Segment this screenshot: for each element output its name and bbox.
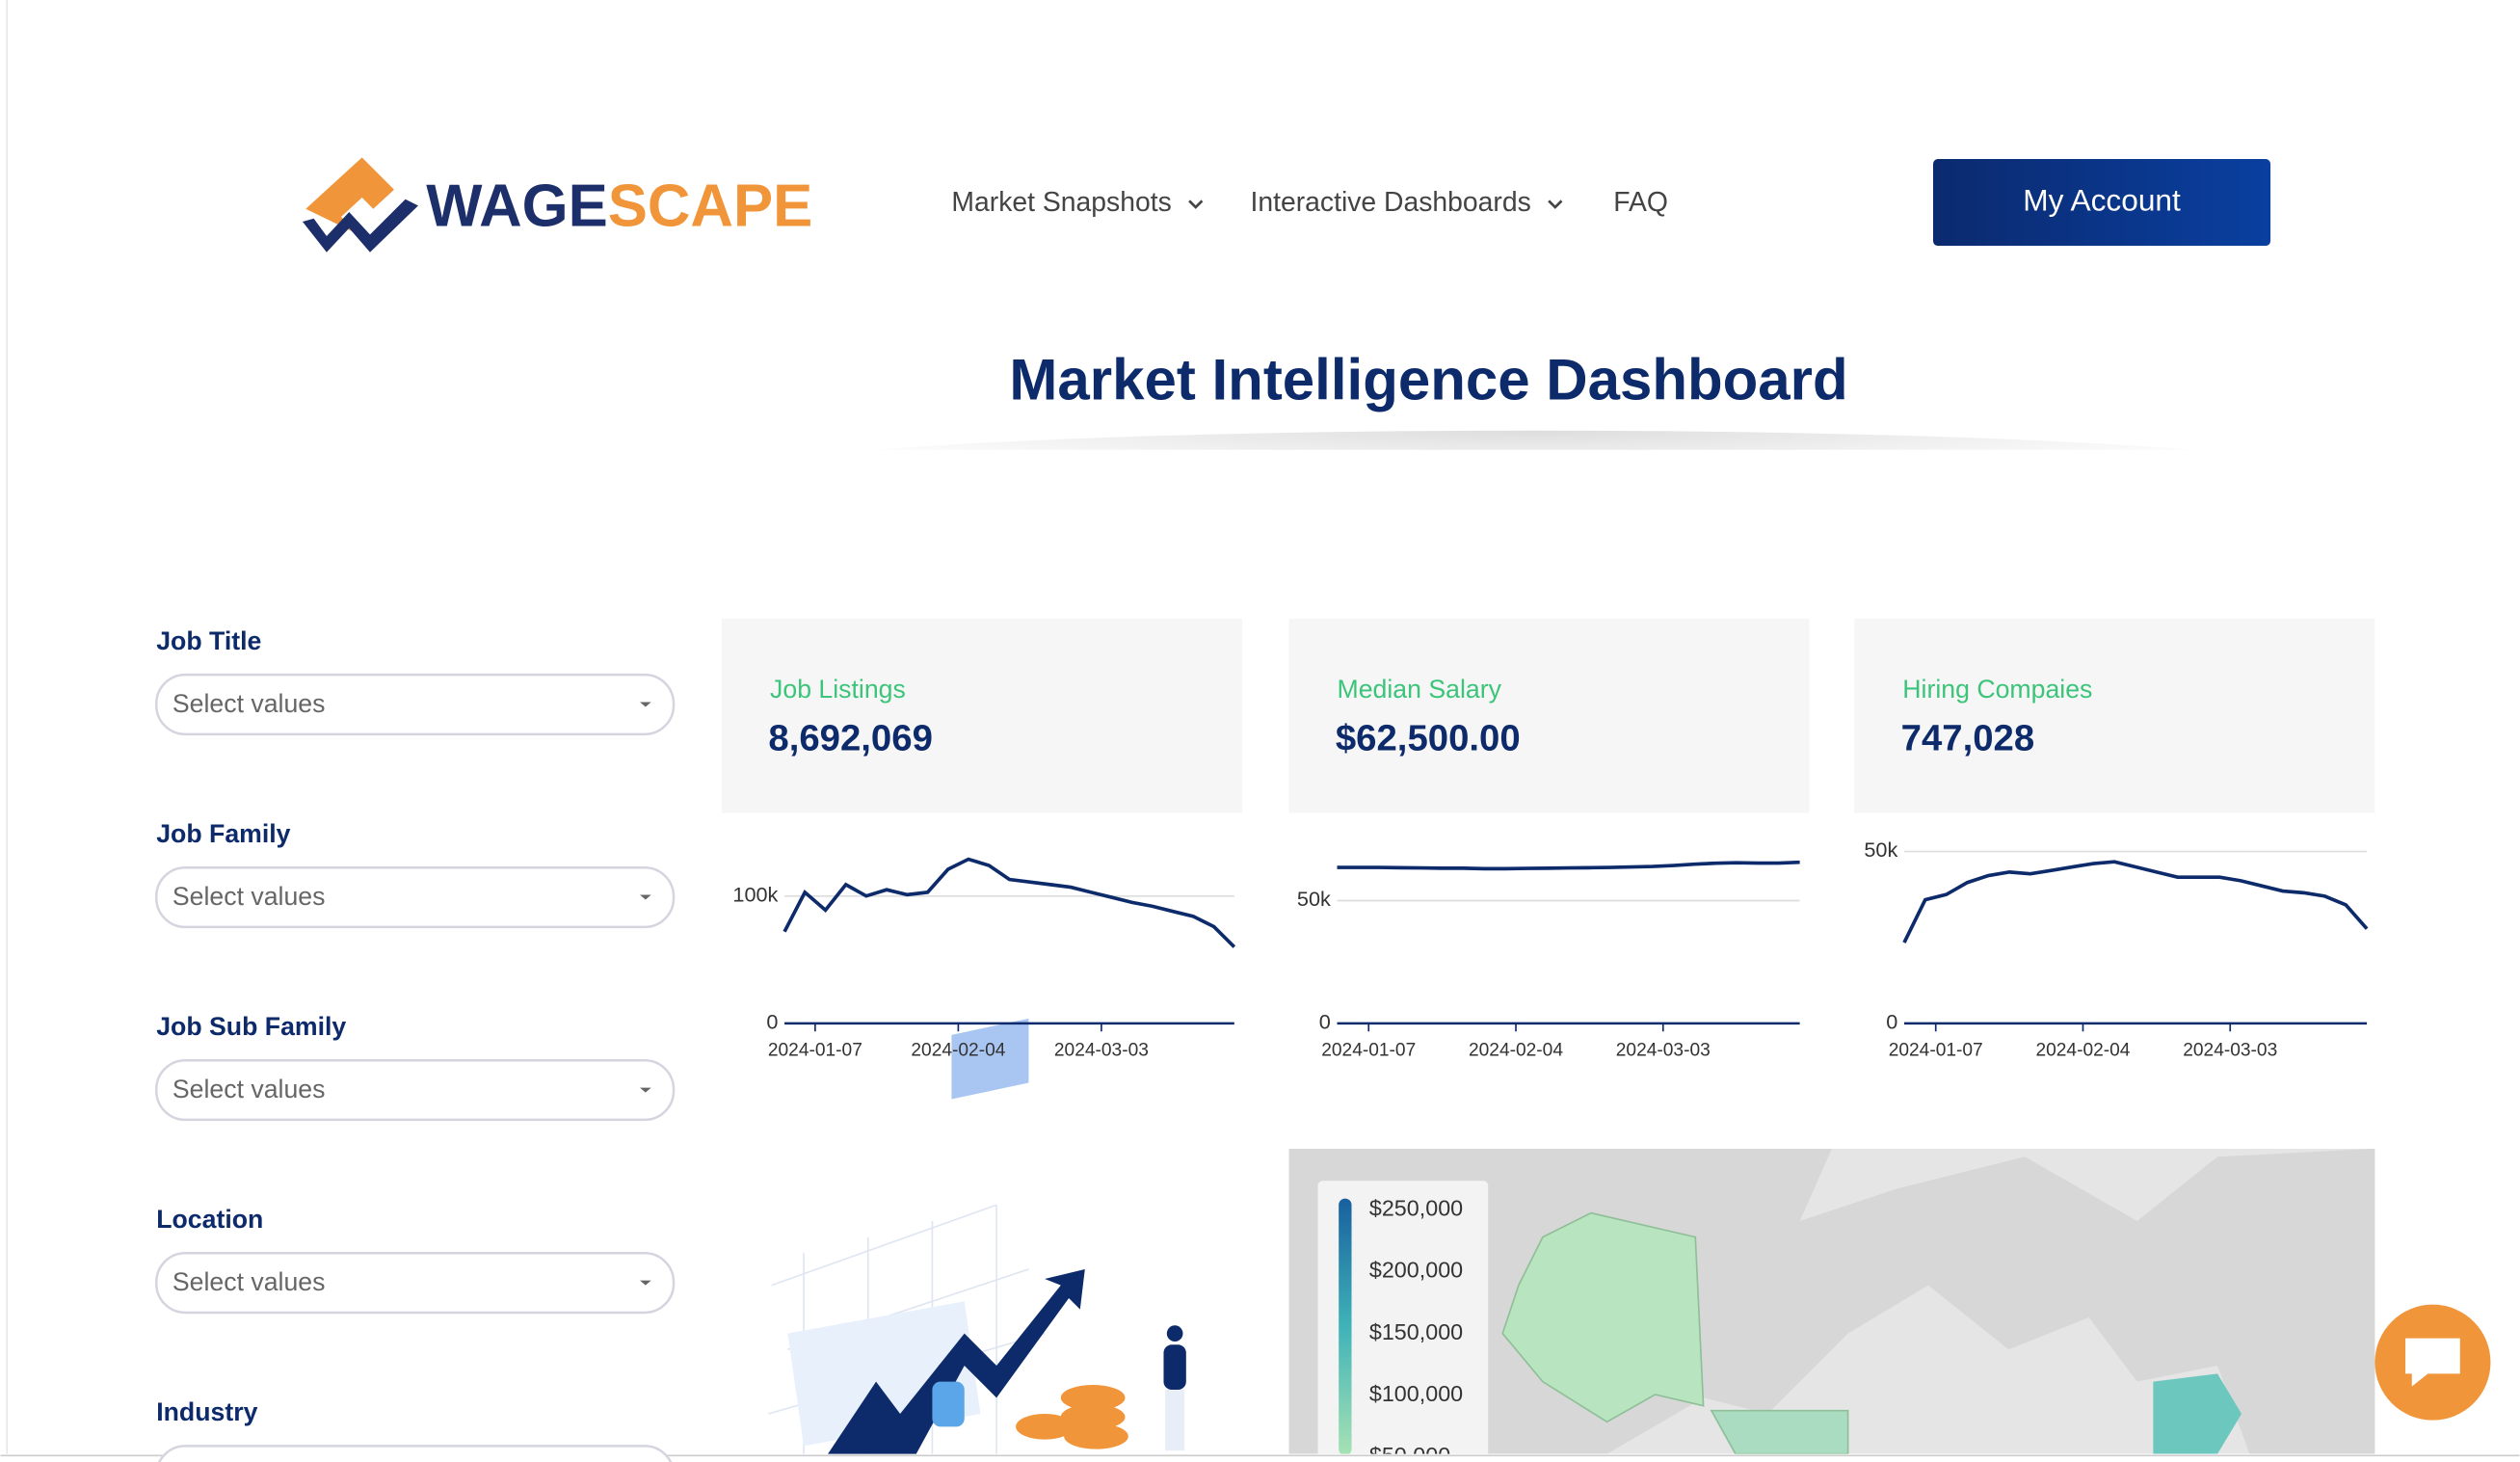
illustration: [768, 1018, 1186, 1454]
kpi-value: $62,500.00: [1336, 718, 1521, 759]
map-legend-colorbar: [1339, 1198, 1352, 1454]
line-series: [1337, 860, 1800, 871]
nav-item[interactable]: FAQ: [1613, 187, 1668, 218]
logo-mark: [302, 199, 418, 253]
nav-chevron[interactable]: [1188, 199, 1204, 209]
map-legend-label: $100,000: [1369, 1381, 1463, 1406]
y-tick-label: 50k: [1297, 887, 1331, 911]
filter-caret[interactable]: [640, 702, 651, 707]
kpi-value: 8,692,069: [768, 718, 933, 759]
line-series: [783, 857, 1236, 948]
map-legend-label: $200,000: [1369, 1258, 1463, 1283]
kpi-label: Job Listings: [770, 675, 906, 704]
kpi-label: Hiring Compaies: [1902, 675, 2092, 704]
y-tick-label: 0: [766, 1010, 778, 1034]
filter-label: Location: [156, 1205, 263, 1234]
illustration-coin: [1016, 1413, 1074, 1440]
map-region: [2153, 1373, 2242, 1454]
logo-mark: [305, 157, 394, 237]
filter-placeholder[interactable]: Select values: [172, 882, 326, 911]
illustration-coin: [1060, 1384, 1126, 1411]
filter-select[interactable]: [154, 1058, 676, 1122]
map: $250,000 $200,000 $150,000 $100,000 $50,000: [1288, 1148, 2375, 1462]
filter-label: Industry: [156, 1397, 257, 1426]
x-tick-label: 2024-02-04: [1469, 1040, 1563, 1060]
illustration-person: [1163, 1344, 1186, 1390]
kpi-label: Median Salary: [1338, 675, 1502, 704]
chat-icon[interactable]: [2405, 1338, 2460, 1387]
x-tick-label: 2024-02-04: [911, 1040, 1005, 1060]
filter-caret[interactable]: [640, 1087, 651, 1093]
map-legend-label: $250,000: [1369, 1195, 1463, 1220]
illustration-bill: [951, 1018, 1029, 1100]
map-region: [1710, 1409, 1849, 1454]
map-legend-label: $150,000: [1369, 1319, 1463, 1344]
nav-item[interactable]: Interactive Dashboards: [1250, 187, 1530, 218]
y-tick-label: 0: [1886, 1010, 1897, 1034]
x-tick-label: 2024-01-07: [1889, 1040, 1983, 1060]
illustration-person: [932, 1381, 965, 1427]
filter-label: Job Title: [156, 626, 261, 655]
kpi-card: [722, 618, 1243, 813]
filter-select[interactable]: [154, 673, 676, 736]
nav-item[interactable]: Market Snapshots: [951, 187, 1171, 218]
filter-placeholder[interactable]: Select values: [172, 1460, 326, 1462]
filter-label: Job Family: [156, 819, 290, 848]
logo-text-part: WAGE: [426, 173, 607, 240]
x-tick-label: 2024-03-03: [1616, 1040, 1711, 1060]
kpi-card: [1854, 618, 2375, 813]
filter-caret[interactable]: [640, 894, 651, 900]
illustration-person: [1166, 1325, 1183, 1342]
map-legend-label: $50,000: [1369, 1443, 1450, 1462]
y-tick-label: 100k: [732, 882, 778, 906]
filter-label: Job Sub Family: [156, 1012, 346, 1041]
x-tick-label: 2024-03-03: [1054, 1040, 1149, 1060]
logo-text: WAGESCAPE: [426, 173, 812, 240]
filter-select[interactable]: [156, 1445, 674, 1462]
filter-placeholder[interactable]: Select values: [172, 1267, 326, 1296]
map-legend: [1317, 1181, 1489, 1454]
filter-placeholder[interactable]: Select values: [172, 1075, 326, 1103]
x-tick-label: 2024-01-07: [1321, 1040, 1416, 1060]
logo[interactable]: WAGESCAPE: [302, 157, 812, 253]
filter-select[interactable]: [154, 865, 676, 929]
kpi-card: [1288, 618, 1810, 813]
illustration-coin: [1060, 1403, 1126, 1430]
divider-mask: [731, 449, 2339, 476]
x-tick-label: 2024-01-07: [768, 1040, 862, 1060]
page-title: Market Intelligence Dashboard: [1009, 347, 1847, 412]
x-tick-label: 2024-03-03: [2183, 1040, 2277, 1060]
illustration-coin: [1064, 1422, 1128, 1449]
x-tick-label: 2024-02-04: [2035, 1040, 2130, 1060]
map-region: [1501, 1211, 1705, 1423]
y-tick-label: 0: [1319, 1010, 1331, 1034]
illustration-arrow: [828, 1268, 1085, 1454]
y-tick-label: 50k: [1864, 837, 1897, 862]
account-button-label[interactable]: My Account: [2023, 182, 2181, 217]
illustration-person: [1165, 1389, 1185, 1451]
account-button[interactable]: [1932, 159, 2271, 247]
line-series: [1902, 860, 2369, 944]
kpi-value: 747,028: [1901, 718, 2035, 759]
filter-placeholder[interactable]: Select values: [172, 689, 326, 718]
illustration-person: [937, 1362, 954, 1379]
filter-select[interactable]: [154, 1252, 676, 1315]
nav-chevron[interactable]: [1548, 199, 1563, 209]
filter-caret[interactable]: [640, 1280, 651, 1286]
logo-text-part: SCAPE: [608, 173, 812, 240]
